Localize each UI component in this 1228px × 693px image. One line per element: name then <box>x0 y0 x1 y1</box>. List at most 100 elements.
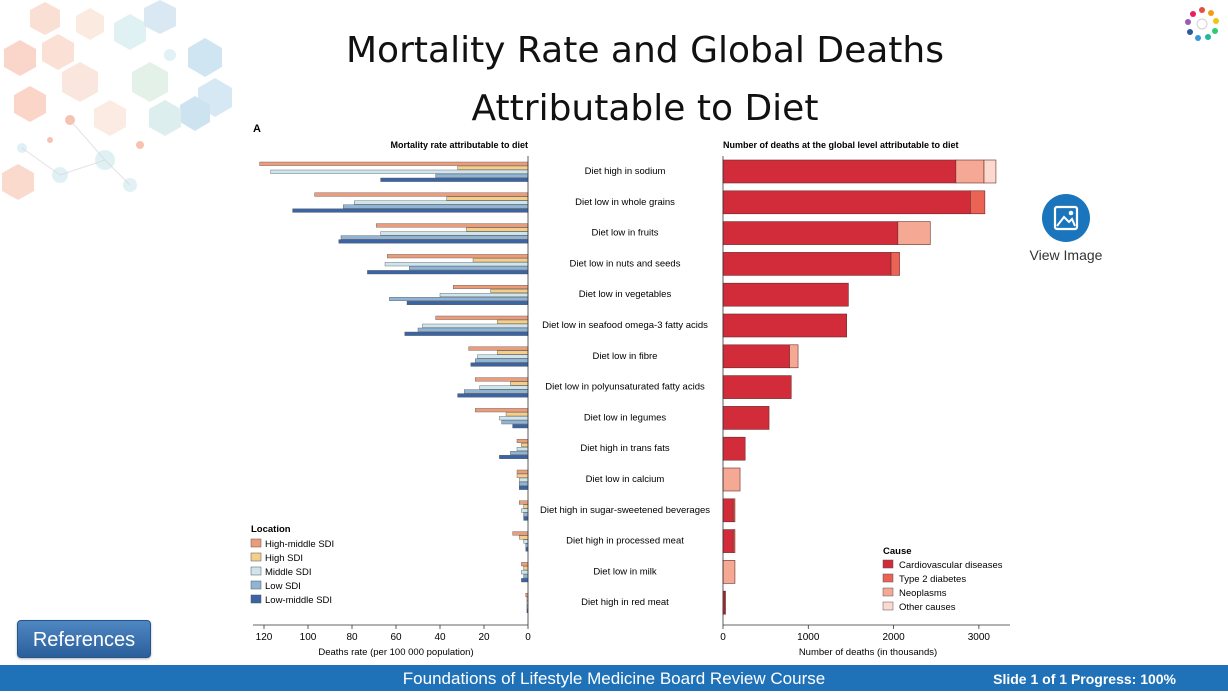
bar-high-middle-sdi-diet-low-in-seafood-omega-3-fatty-acids <box>435 315 529 320</box>
bar-low-sdi-diet-low-in-nuts-and-seeds <box>408 266 529 271</box>
bar-cardiovascular-diseases-diet-high-in-processed-meat <box>722 529 734 553</box>
references-button[interactable]: References <box>17 620 151 658</box>
bar-middle-sdi-diet-low-in-milk <box>521 570 529 575</box>
left-legend-swatch-middle-sdi <box>250 566 262 576</box>
bar-low-middle-sdi-diet-low-in-polyunsaturated-fatty-acids <box>457 393 529 398</box>
bar-high-middle-sdi-diet-low-in-legumes <box>474 408 529 413</box>
bar-high-sdi-diet-low-in-fibre <box>496 350 529 355</box>
bar-low-middle-sdi-diet-low-in-seafood-omega-3-fatty-acids <box>404 331 529 336</box>
global-deaths-panel: Number of deaths at the global level att… <box>720 140 1010 658</box>
bar-type-2-diabetes-diet-high-in-red-meat <box>724 590 726 615</box>
category-label-diet-low-in-polyunsaturated-fatty-acids: Diet low in polyunsaturated fatty acids <box>545 382 705 393</box>
left-legend-label-high-middle-sdi: High-middle SDI <box>265 539 334 550</box>
right-legend-swatch-other-causes <box>882 601 894 611</box>
bar-high-sdi-diet-low-in-polyunsaturated-fatty-acids <box>510 381 529 386</box>
bar-high-middle-sdi-diet-low-in-fibre <box>468 346 529 351</box>
bar-low-sdi-diet-high-in-sodium <box>435 173 529 178</box>
bar-low-sdi-diet-low-in-seafood-omega-3-fatty-acids <box>417 327 529 332</box>
category-label-diet-low-in-milk: Diet low in milk <box>593 566 657 577</box>
category-label-diet-low-in-calcium: Diet low in calcium <box>586 474 665 485</box>
bar-low-sdi-diet-low-in-milk <box>523 574 529 579</box>
view-image-button[interactable]: View Image <box>1020 194 1112 263</box>
bar-high-middle-sdi-diet-high-in-processed-meat <box>512 531 529 536</box>
risk-factor-labels: Diet high in sodium Diet low in whole gra… <box>540 166 710 608</box>
bar-low-middle-sdi-diet-low-in-legumes <box>512 424 529 429</box>
category-label-diet-low-in-whole-grains: Diet low in whole grains <box>575 197 675 208</box>
bar-high-middle-sdi-diet-high-in-trans-fats <box>516 439 529 444</box>
bar-cardiovascular-diseases-diet-low-in-legumes <box>722 406 770 430</box>
bar-low-middle-sdi-diet-low-in-milk <box>521 578 529 583</box>
bar-high-sdi-diet-low-in-legumes <box>505 412 529 417</box>
bar-high-sdi-diet-low-in-milk <box>523 566 529 571</box>
left-x-tick-label-100: 100 <box>300 632 317 643</box>
bar-high-middle-sdi-diet-low-in-polyunsaturated-fatty-acids <box>474 377 529 382</box>
left-legend-title: Location <box>251 524 291 535</box>
bar-low-sdi-diet-high-in-trans-fats <box>510 451 529 456</box>
right-legend-swatch-type-2-diabetes <box>882 573 894 583</box>
category-label-diet-high-in-trans-fats: Diet high in trans fats <box>580 443 669 454</box>
bar-middle-sdi-diet-low-in-fruits <box>380 231 529 236</box>
bar-high-middle-sdi-diet-low-in-milk <box>521 562 529 567</box>
bar-middle-sdi-diet-low-in-nuts-and-seeds <box>384 262 529 267</box>
bar-high-middle-sdi-diet-low-in-vegetables <box>452 284 529 289</box>
category-label-diet-low-in-seafood-omega-3-fatty-acids: Diet low in seafood omega-3 fatty acids <box>542 320 708 331</box>
category-label-diet-low-in-fruits: Diet low in fruits <box>591 228 658 239</box>
right-legend-label-other-causes: Other causes <box>899 602 956 613</box>
bar-neoplasms-diet-low-in-fruits <box>897 221 931 245</box>
bar-middle-sdi-diet-low-in-legumes <box>499 416 529 421</box>
left-x-tick-label-60: 60 <box>390 632 402 643</box>
bar-high-middle-sdi-diet-high-in-sugar-sweetened-beverages <box>519 500 529 505</box>
right-legend-label-cardiovascular-diseases: Cardiovascular diseases <box>899 560 1003 571</box>
bar-type-2-diabetes-diet-high-in-processed-meat <box>732 529 736 553</box>
bar-cardiovascular-diseases-diet-low-in-fibre <box>722 344 790 369</box>
bar-low-middle-sdi-diet-low-in-fruits <box>338 239 529 244</box>
bar-other-causes-diet-high-in-sodium <box>983 159 997 184</box>
panel-label: A <box>253 123 261 135</box>
bar-low-middle-sdi-diet-low-in-fibre <box>470 362 529 367</box>
right-legend-label-neoplasms: Neoplasms <box>899 588 947 599</box>
bar-middle-sdi-diet-high-in-sodium <box>270 169 529 174</box>
bar-middle-sdi-diet-high-in-sugar-sweetened-beverages <box>521 508 529 513</box>
footer-bar: Foundations of Lifestyle Medicine Board … <box>0 665 1228 691</box>
bar-low-sdi-diet-low-in-fibre <box>474 358 529 363</box>
bar-low-sdi-diet-low-in-legumes <box>501 420 529 425</box>
organization-logo-icon <box>1185 7 1219 41</box>
course-title: Foundations of Lifestyle Medicine Board … <box>402 669 826 688</box>
left-x-tick-label-20: 20 <box>478 632 490 643</box>
bar-middle-sdi-diet-low-in-calcium <box>519 477 529 482</box>
bar-low-sdi-diet-low-in-fruits <box>340 235 529 240</box>
bar-low-middle-sdi-diet-high-in-trans-fats <box>499 455 529 460</box>
left-legend-swatch-low-sdi <box>250 580 262 590</box>
left-x-tick-label-80: 80 <box>346 632 358 643</box>
bar-low-middle-sdi-diet-low-in-vegetables <box>406 300 529 305</box>
bar-high-sdi-diet-low-in-fruits <box>466 227 529 232</box>
bar-cardiovascular-diseases-diet-low-in-fruits <box>722 221 899 245</box>
bar-high-middle-sdi-diet-low-in-fruits <box>375 223 529 228</box>
bar-high-sdi-diet-low-in-seafood-omega-3-fatty-acids <box>496 319 529 324</box>
bar-high-middle-sdi-diet-high-in-sodium <box>259 161 529 166</box>
view-image-label: View Image <box>1029 247 1103 263</box>
left-legend-swatch-low-middle-sdi <box>250 594 262 604</box>
left-x-tick-label-120: 120 <box>256 632 273 643</box>
bar-middle-sdi-diet-low-in-fibre <box>477 354 529 359</box>
left-legend-label-high-sdi: High SDI <box>265 553 303 564</box>
bar-high-sdi-diet-high-in-processed-meat <box>519 535 529 540</box>
left-x-tick-label-40: 40 <box>434 632 446 643</box>
right-x-tick-label-2000: 2000 <box>882 632 905 643</box>
bar-low-sdi-diet-low-in-vegetables <box>389 296 529 301</box>
slide-title-line-1: Mortality Rate and Global Deaths <box>346 30 944 71</box>
bar-neoplasms-diet-low-in-milk <box>722 560 736 584</box>
bar-high-middle-sdi-diet-low-in-nuts-and-seeds <box>386 254 529 259</box>
bar-cardiovascular-diseases-diet-low-in-nuts-and-seeds <box>722 252 892 276</box>
right-chart-title: Number of deaths at the global level att… <box>723 140 959 150</box>
bar-low-sdi-diet-low-in-whole-grains <box>342 204 529 209</box>
slide-progress: Slide 1 of 1 Progress: 100% <box>993 671 1176 687</box>
left-chart-title: Mortality rate attributable to diet <box>390 140 528 150</box>
bar-cardiovascular-diseases-diet-high-in-sodium <box>722 159 957 184</box>
category-label-diet-low-in-nuts-and-seeds: Diet low in nuts and seeds <box>570 258 681 269</box>
bar-low-sdi-diet-high-in-sugar-sweetened-beverages <box>523 512 529 517</box>
bar-low-middle-sdi-diet-low-in-nuts-and-seeds <box>367 270 529 275</box>
mortality-rate-panel: A Mortality rate attributable to diet 120 1… <box>250 123 531 658</box>
bar-low-middle-sdi-diet-high-in-sugar-sweetened-beverages <box>523 516 529 521</box>
bar-cardiovascular-diseases-diet-high-in-sugar-sweetened-beverages <box>722 498 734 523</box>
